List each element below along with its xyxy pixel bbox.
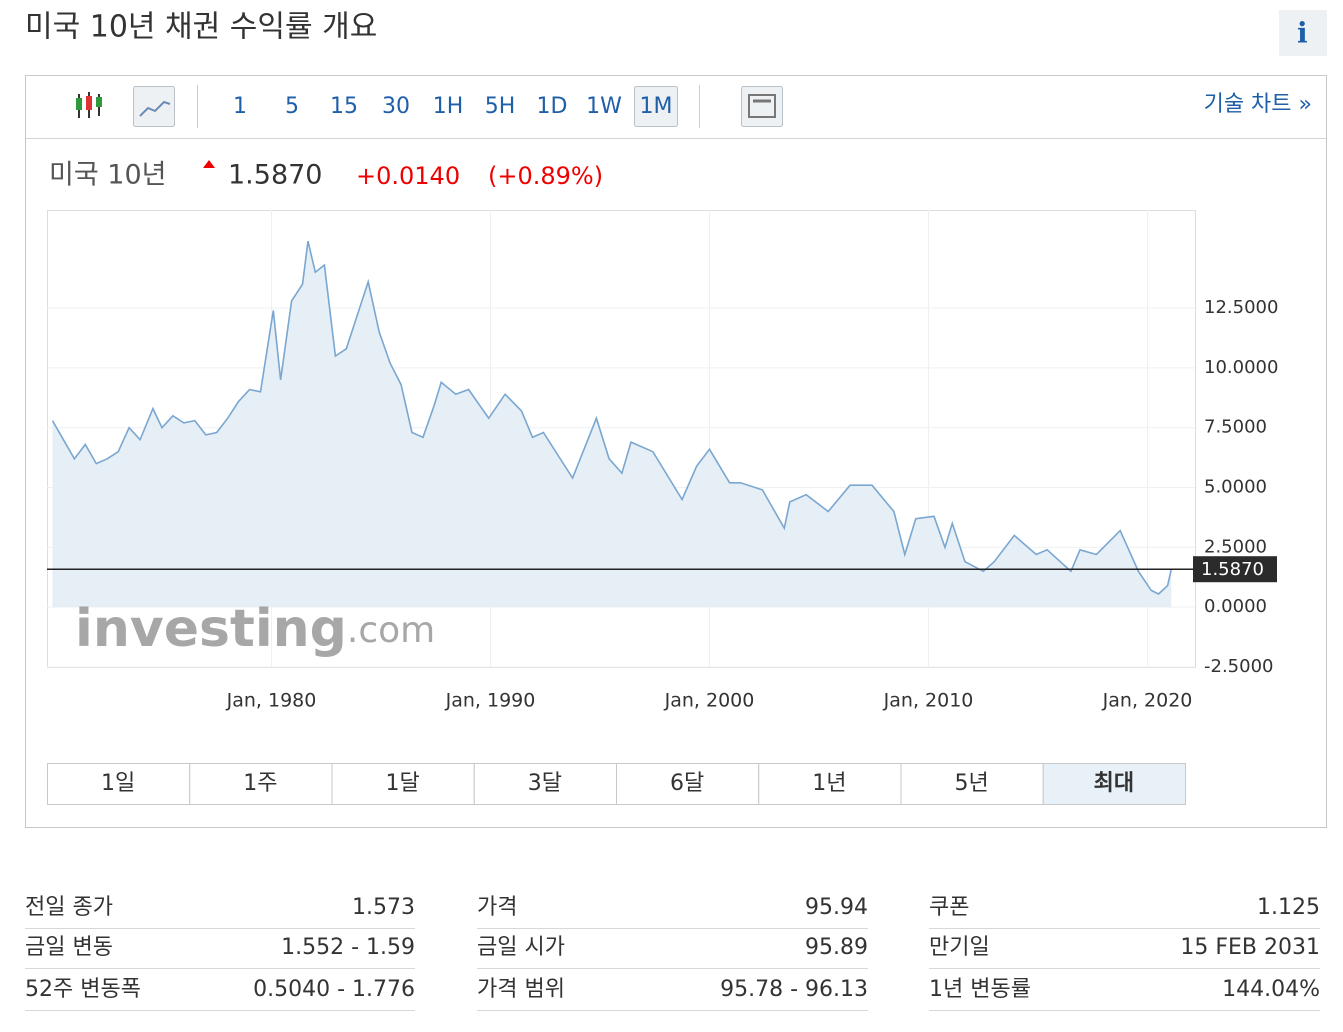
stat-value: 144.04% [1222, 977, 1320, 1002]
interval-active[interactable] [634, 86, 678, 127]
y-tick-label: -2.5000 [1204, 656, 1273, 677]
stat-label: 1년 변동률 [929, 977, 1031, 1002]
stat-value: 15 FEB 2031 [1180, 935, 1320, 960]
y-tick-label: 5.0000 [1204, 477, 1267, 498]
quote-price: 1.5870 [228, 160, 322, 191]
interval-button[interactable]: 1 [233, 94, 247, 119]
range-button[interactable] [331, 763, 475, 805]
stat-value: 1.573 [352, 895, 415, 920]
stat-label: 가격 범위 [477, 977, 565, 1002]
news-icon[interactable] [741, 86, 783, 127]
last-value-box [1193, 556, 1277, 583]
range-button[interactable] [47, 763, 191, 805]
y-tick-label: 7.5000 [1204, 417, 1267, 438]
range-label[interactable]: 1년 [812, 771, 846, 796]
stat-label: 전일 종가 [25, 895, 113, 920]
technical-chart-link[interactable]: 기술 차트 » [1204, 92, 1312, 117]
line [51, 240, 1173, 595]
interval-button[interactable]: 5H [485, 94, 516, 119]
x-tick-label: Jan, 2000 [664, 690, 755, 712]
x-tick-label: Jan, 2010 [883, 690, 974, 712]
line-icon[interactable] [133, 86, 175, 127]
page-title: 미국 10년 채권 수익률 개요 [25, 10, 377, 45]
range-label[interactable]: 5년 [955, 771, 989, 796]
quote-name: 미국 10년 [49, 160, 166, 191]
x-tick-label: Jan, 2020 [1102, 690, 1193, 712]
range-label[interactable]: 1일 [101, 771, 135, 796]
range-label[interactable]: 1달 [386, 771, 420, 796]
info-button[interactable] [1279, 10, 1327, 56]
range-label[interactable]: 3달 [528, 771, 562, 796]
quote-change: +0.0140 [356, 162, 460, 190]
stat-value: 95.89 [805, 935, 868, 960]
y-tick-label: 0.0000 [1204, 596, 1267, 617]
up-arrow [203, 160, 215, 168]
watermark: investing.com [75, 599, 435, 659]
interval-button[interactable]: 30 [382, 94, 410, 119]
line-icon-glyph [139, 100, 171, 117]
y-tick-label: 10.0000 [1204, 357, 1278, 378]
stat-value: 1.125 [1257, 895, 1320, 920]
stat-label: 금일 시가 [477, 935, 565, 960]
stat-value: 0.5040 - 1.776 [253, 977, 415, 1002]
info-icon[interactable]: i [1297, 17, 1308, 50]
stat-label: 만기일 [929, 935, 990, 960]
stat-value: 95.78 - 96.13 [720, 977, 868, 1002]
stat-value: 1.552 - 1.59 [281, 935, 415, 960]
interval-button[interactable]: 1M [640, 94, 673, 119]
news-icon-glyph [748, 94, 776, 118]
stat-value: 95.94 [805, 895, 868, 920]
range-button[interactable] [1042, 763, 1186, 805]
range-label[interactable]: 6달 [670, 771, 704, 796]
x-tick-label: Jan, 1980 [226, 690, 317, 712]
watermark-brand: investing [75, 599, 347, 659]
candle-icon[interactable] [76, 92, 102, 118]
last-value-label: 1.5870 [1201, 559, 1264, 580]
range-label[interactable]: 1주 [243, 771, 277, 796]
range-button[interactable] [473, 763, 617, 805]
interval-button[interactable]: 1W [586, 94, 622, 119]
x-tick-label: Jan, 1990 [445, 690, 536, 712]
quote-change-pct: (+0.89%) [488, 162, 603, 190]
interval-button[interactable]: 1H [433, 94, 464, 119]
range-button[interactable] [616, 763, 760, 805]
range-label[interactable]: 최대 [1094, 771, 1134, 796]
y-tick-label: 2.5000 [1204, 536, 1267, 557]
stat-label: 52주 변동폭 [25, 977, 141, 1002]
stat-label: 쿠폰 [929, 895, 969, 920]
stat-label: 금일 변동 [25, 935, 113, 960]
watermark-domain: .com [347, 610, 435, 651]
interval-button[interactable]: 5 [285, 94, 299, 119]
interval-button[interactable]: 15 [330, 94, 358, 119]
y-tick-label: 12.5000 [1204, 297, 1278, 318]
stat-label: 가격 [477, 895, 517, 920]
chart-box [25, 75, 1327, 828]
range-button[interactable] [189, 763, 333, 805]
interval-button[interactable]: 1D [537, 94, 568, 119]
